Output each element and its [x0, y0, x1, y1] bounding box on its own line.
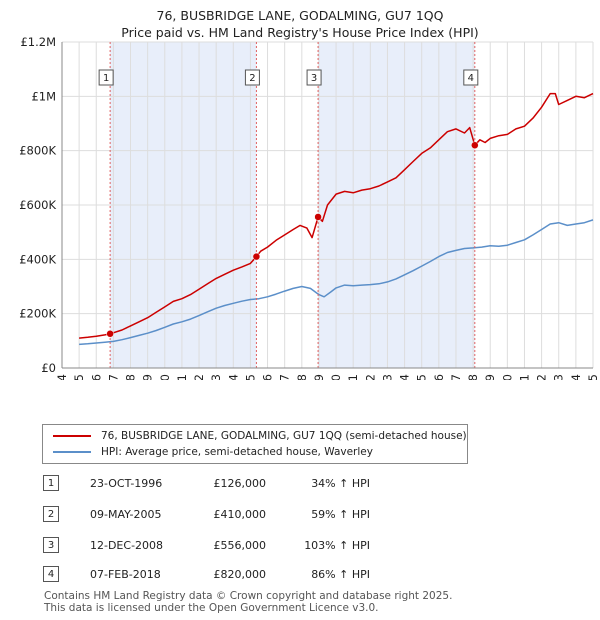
x-tick-label: 2002 — [192, 374, 206, 380]
y-tick-label: £200K — [19, 307, 56, 321]
axes: £0£200K£400K£600K£800K£1M£1.2M1994199519… — [19, 35, 600, 380]
x-tick-label: 1994 — [55, 374, 69, 380]
x-tick-label: 2020 — [500, 374, 514, 380]
transaction-price: £556,000 — [213, 539, 267, 552]
footer-copyright: Contains HM Land Registry data © Crown c… — [44, 590, 453, 602]
y-tick-label: £0 — [41, 361, 56, 375]
sale-number-label: 4 — [468, 73, 474, 84]
transaction-number-box: 2 — [43, 506, 59, 522]
x-tick-label: 2019 — [483, 374, 497, 380]
transaction-number-box: 4 — [43, 566, 59, 582]
sale-markers: 1 2 3 4 — [98, 42, 479, 368]
transaction-hpi-change: 34% ↑ HPI — [311, 477, 370, 490]
sale-number-box — [463, 69, 479, 86]
sale-number-label: 3 — [311, 73, 317, 84]
sale-point — [314, 213, 322, 221]
x-tick-label: 2022 — [535, 374, 549, 380]
x-tick-label: 1995 — [72, 374, 86, 380]
x-tick-label: 2001 — [175, 374, 189, 380]
x-tick-label: 2003 — [209, 374, 223, 380]
transaction-row: 4 07-FEB-2018 £820,000 86% ↑ HPI — [0, 565, 600, 585]
transaction-hpi-change: 59% ↑ HPI — [311, 508, 370, 521]
series-lines — [79, 92, 594, 346]
x-tick-label: 2004 — [226, 374, 240, 380]
x-tick-label: 2008 — [295, 374, 309, 380]
x-tick-label: 2013 — [380, 374, 394, 380]
sale-number-label: 2 — [249, 73, 255, 84]
chart-title: 76, BUSBRIDGE LANE, GODALMING, GU7 1QQ — [156, 8, 444, 23]
legend-label-hpi: HPI: Average price, semi-detached house,… — [101, 446, 373, 458]
x-tick-label: 2024 — [569, 374, 583, 380]
x-tick-label: 2021 — [517, 374, 531, 380]
x-tick-label: 2006 — [261, 374, 275, 380]
transaction-hpi-change: 86% ↑ HPI — [311, 568, 370, 581]
sale-point — [106, 330, 114, 338]
transaction-date: 09-MAY-2005 — [90, 508, 162, 521]
transaction-row: 2 09-MAY-2005 £410,000 59% ↑ HPI — [0, 505, 600, 525]
x-tick-label: 2007 — [278, 374, 292, 380]
transaction-price: £126,000 — [213, 477, 267, 490]
x-tick-label: 1996 — [89, 374, 103, 380]
sale-number-box — [244, 69, 260, 86]
x-tick-label: 1997 — [106, 374, 120, 380]
transaction-price: £820,000 — [213, 568, 267, 581]
x-tick-label: 1999 — [141, 374, 155, 380]
sale-point — [252, 252, 261, 261]
x-tick-label: 2025 — [586, 374, 600, 380]
legend-swatch-hpi — [53, 451, 91, 453]
transaction-number-box: 3 — [43, 537, 59, 553]
x-tick-label: 1998 — [124, 374, 138, 380]
x-tick-label: 2016 — [432, 374, 446, 380]
legend-swatch-property — [53, 435, 91, 437]
sale-number-label: 1 — [103, 73, 109, 84]
x-tick-label: 2011 — [346, 374, 360, 380]
y-tick-label: £400K — [19, 252, 56, 266]
x-tick-label: 2005 — [243, 374, 257, 380]
property-price-line — [79, 92, 594, 339]
transaction-row: 1 23-OCT-1996 £126,000 34% ↑ HPI — [0, 474, 600, 494]
transaction-row: 3 12-DEC-2008 £556,000 103% ↑ HPI — [0, 536, 600, 556]
x-tick-label: 2012 — [363, 374, 377, 380]
x-tick-label: 2000 — [158, 374, 172, 380]
grid-lines — [61, 41, 594, 369]
sale-number-box — [98, 69, 114, 86]
chart-subtitle: Price paid vs. HM Land Registry's House … — [121, 25, 479, 40]
y-tick-label: £1.2M — [20, 35, 56, 49]
legend-item-hpi: HPI: Average price, semi-detached house,… — [53, 444, 373, 460]
x-tick-label: 2009 — [312, 374, 326, 380]
x-tick-label: 2023 — [552, 374, 566, 380]
x-tick-label: 2017 — [449, 374, 463, 380]
footer-licence: This data is licensed under the Open Gov… — [44, 602, 379, 614]
transaction-date: 12-DEC-2008 — [90, 539, 164, 552]
transaction-hpi-change: 103% ↑ HPI — [304, 539, 370, 552]
y-tick-label: £1M — [31, 89, 56, 103]
transaction-price: £410,000 — [213, 508, 267, 521]
y-tick-label: £800K — [19, 144, 56, 158]
transaction-date: 23-OCT-1996 — [90, 477, 163, 490]
x-tick-label: 2014 — [398, 374, 412, 380]
x-tick-label: 2015 — [415, 374, 429, 380]
y-tick-label: £600K — [19, 198, 56, 212]
legend-label-property: 76, BUSBRIDGE LANE, GODALMING, GU7 1QQ (… — [101, 430, 467, 442]
transaction-date: 07-FEB-2018 — [90, 568, 161, 581]
legend-item-property: 76, BUSBRIDGE LANE, GODALMING, GU7 1QQ (… — [53, 428, 467, 444]
x-tick-label: 2010 — [329, 374, 343, 380]
transaction-number-box: 1 — [43, 475, 59, 491]
x-tick-label: 2018 — [466, 374, 480, 380]
legend: 76, BUSBRIDGE LANE, GODALMING, GU7 1QQ (… — [42, 424, 468, 464]
sale-number-box — [306, 69, 322, 86]
hpi-line — [79, 219, 594, 346]
sale-point — [471, 141, 479, 149]
